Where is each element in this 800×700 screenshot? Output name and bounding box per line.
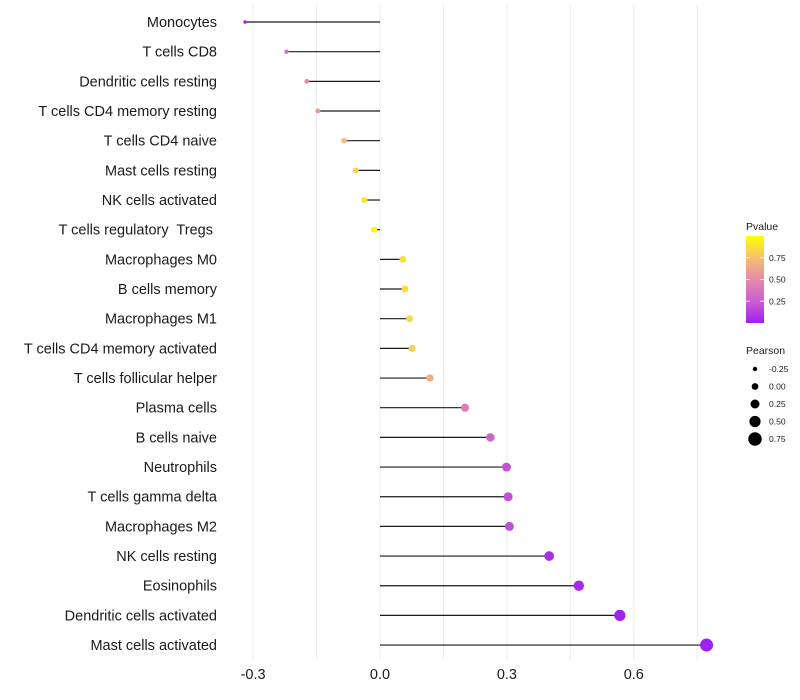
size-legend-label: 0.50 <box>769 417 786 427</box>
data-point <box>370 226 378 233</box>
x-tick-label: 0.3 <box>497 667 517 683</box>
size-legend-dot <box>751 383 759 390</box>
size-legend-label: 0.00 <box>769 382 786 392</box>
data-point <box>406 315 414 323</box>
data-point <box>503 492 513 502</box>
x-axis-labels: -0.3 0.0 0.3 0.6 <box>241 667 644 683</box>
data-point <box>284 49 289 54</box>
data-point <box>486 433 495 442</box>
data-point <box>614 609 626 622</box>
data-point <box>399 255 407 263</box>
y-tick-label: Dendritic cells resting <box>79 74 217 90</box>
y-tick-label: NK cells resting <box>116 549 217 565</box>
size-legend-dot <box>752 366 758 372</box>
y-tick-label: Dendritic cells activated <box>65 608 217 624</box>
y-tick-label: T cells CD4 naive <box>104 134 217 150</box>
y-axis-labels: Monocytes T cells CD8 Dendritic cells rest… <box>24 15 218 654</box>
data-point <box>361 196 368 204</box>
y-tick-label: Macrophages M0 <box>105 252 217 268</box>
y-tick-label: B cells naive <box>136 430 217 446</box>
y-tick-label: T cells CD8 <box>142 45 217 61</box>
size-legend-label: 0.75 <box>769 434 786 444</box>
data-point <box>408 344 416 352</box>
data-point <box>401 285 409 293</box>
y-tick-label: Macrophages M1 <box>105 312 217 328</box>
y-tick-label: B cells memory <box>118 282 218 298</box>
legend-pearson-title: Pearson <box>746 345 785 357</box>
colorbar-tick-label: 0.25 <box>769 296 786 306</box>
colorbar-tick-label: 0.50 <box>769 275 786 285</box>
y-tick-label: Neutrophils <box>144 460 217 476</box>
y-tick-label: Plasma cells <box>136 401 217 417</box>
pvalue-colorbar <box>746 236 764 323</box>
x-tick-label: -0.3 <box>241 667 266 683</box>
y-tick-label: T cells CD4 memory activated <box>24 341 217 357</box>
size-legend-dot <box>749 415 761 428</box>
data-point <box>544 551 555 561</box>
data-point <box>315 108 321 114</box>
points <box>243 20 714 652</box>
data-point <box>460 403 470 412</box>
stems <box>245 21 707 646</box>
y-tick-label: T cells gamma delta <box>88 490 218 506</box>
data-point <box>352 167 359 174</box>
size-legend-label: 0.25 <box>769 399 786 409</box>
colorbar-tick-label: 0.75 <box>769 253 786 263</box>
data-point <box>426 374 434 382</box>
y-tick-label: Monocytes <box>147 15 217 31</box>
y-tick-label: T cells CD4 memory resting <box>38 104 217 120</box>
y-tick-label: Mast cells activated <box>90 638 217 654</box>
x-tick-label: 0.0 <box>370 667 390 683</box>
y-tick-label: Eosinophils <box>143 579 217 595</box>
data-point <box>304 78 310 84</box>
y-tick-label: T cells follicular helper <box>74 371 217 387</box>
y-tick-label: Mast cells resting <box>105 163 217 179</box>
y-tick-label: T cells regulatory Tregs <box>59 223 218 239</box>
data-point <box>700 638 714 652</box>
legend-pvalue-title: Pvalue <box>746 221 778 233</box>
y-tick-label: Macrophages M2 <box>105 519 217 535</box>
size-legend-dot <box>750 399 760 409</box>
data-point <box>243 20 247 24</box>
x-tick-label: 0.6 <box>624 667 644 683</box>
data-point <box>502 462 511 472</box>
data-point <box>341 137 347 144</box>
size-legend-label: -0.25 <box>769 364 789 374</box>
grid-lines <box>252 5 698 660</box>
data-point <box>573 580 585 591</box>
legend-pearson: Pearson -0.25 0.00 0.25 0.50 0.75 <box>746 345 789 446</box>
legend-pvalue: Pvalue 0.25 0.50 0.75 <box>746 221 786 323</box>
size-legend-dot <box>748 432 762 446</box>
data-point <box>504 521 514 531</box>
y-tick-label: NK cells activated <box>102 193 217 209</box>
